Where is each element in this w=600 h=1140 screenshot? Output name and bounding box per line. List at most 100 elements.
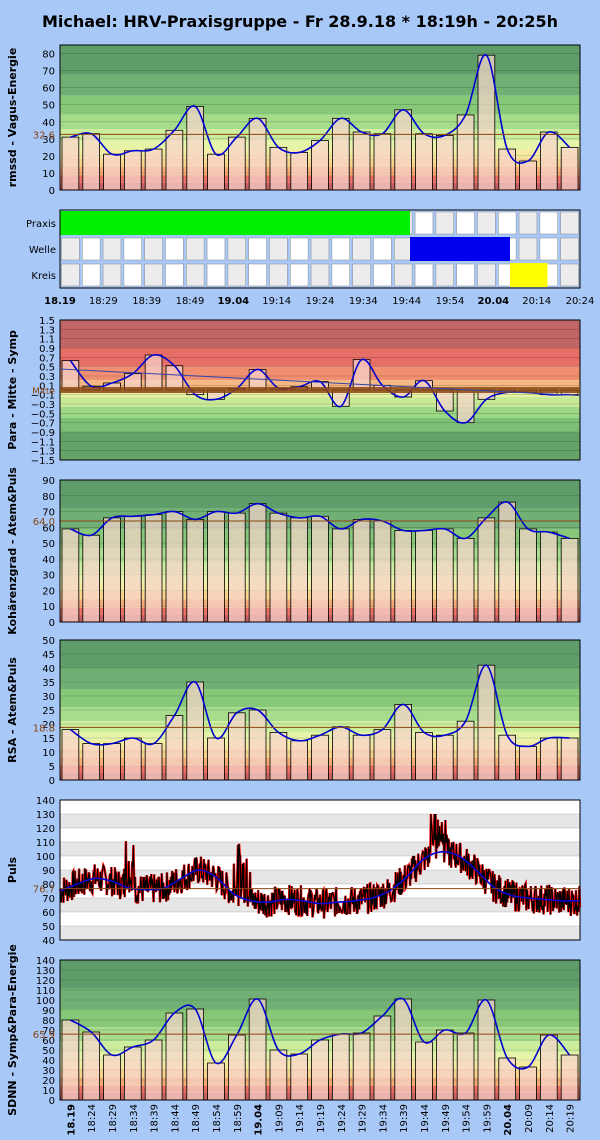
time-label: 18:54 xyxy=(212,1104,223,1133)
phase-cell xyxy=(373,263,392,287)
band xyxy=(60,320,580,348)
time-label: 19:14 xyxy=(295,1104,306,1133)
trend-curve xyxy=(69,664,570,748)
bar xyxy=(61,528,80,623)
time-label: 19:29 xyxy=(358,1104,369,1133)
band xyxy=(60,95,580,115)
phase-cell xyxy=(435,263,454,287)
reference-label: 76.7 xyxy=(33,885,55,896)
bar xyxy=(144,148,163,191)
reference-label: 64.0 xyxy=(33,517,55,528)
plot-frame xyxy=(59,44,581,191)
phase-cell xyxy=(352,263,371,287)
y-tick-label: 20 xyxy=(42,152,55,163)
time-label: 18:49 xyxy=(191,1104,202,1133)
band xyxy=(60,926,580,940)
chart-4: 0 5 10 15 20 25 30 35 40 45 50 18.8 RSA - Atem&Puls xyxy=(6,636,581,787)
bar xyxy=(207,1062,225,1101)
y-tick-label: 0.1 xyxy=(39,381,55,392)
bar xyxy=(456,1032,475,1101)
bar xyxy=(519,528,537,623)
chart-pulse: 40 50 60 70 80 90 100 110 120 130 140 76.7 Puls xyxy=(6,796,582,947)
bar xyxy=(82,743,101,781)
phase-cell xyxy=(331,237,350,261)
band xyxy=(60,988,580,1009)
phase-cell xyxy=(435,211,454,235)
band xyxy=(60,842,580,856)
y-tick-label: 80 xyxy=(42,492,55,503)
bar xyxy=(61,1019,80,1101)
phase-frame xyxy=(59,209,581,289)
y-axis-label: RSA - Atem&Puls xyxy=(6,657,19,763)
reference-label: 18.8 xyxy=(33,723,55,734)
chart-0: 0 10 20 30 40 50 60 70 80 32.6 rmssd - Vagus-Energ… xyxy=(6,44,581,197)
y-tick-label: 10 xyxy=(42,748,55,759)
time-label: 20:14 xyxy=(545,1104,556,1133)
y-tick-label: 60 xyxy=(42,1036,55,1047)
y-tick-label: 80 xyxy=(42,50,55,61)
y-tick-label: 70 xyxy=(42,67,55,78)
bar xyxy=(477,664,496,781)
time-label: 18:24 xyxy=(87,1104,98,1133)
time-label: 19:14 xyxy=(262,296,291,307)
phase-cell xyxy=(414,211,434,235)
y-tick-label: 35 xyxy=(42,678,55,689)
phase-cell xyxy=(186,263,205,287)
bar xyxy=(165,365,184,391)
phase-cell xyxy=(310,237,330,261)
bar xyxy=(103,153,121,191)
phase-cell xyxy=(518,237,538,261)
phase-cell xyxy=(518,211,538,235)
bar xyxy=(331,528,350,623)
phase-segment-kreis xyxy=(510,263,548,287)
bar xyxy=(269,146,288,191)
band xyxy=(60,390,580,397)
bar xyxy=(373,1015,392,1101)
band xyxy=(60,348,580,367)
phase-cell xyxy=(144,237,163,261)
y-tick-label: 130 xyxy=(36,966,55,977)
y-tick-label: 50 xyxy=(42,539,55,550)
y-axis-label: Puls xyxy=(6,856,19,883)
y-tick-label: 10 xyxy=(42,602,55,613)
y-tick-label: 1.3 xyxy=(39,325,55,336)
bar xyxy=(186,519,205,623)
y-axis-label: SDNN - Symp&Para-Energie xyxy=(6,944,19,1116)
bar xyxy=(269,512,288,623)
time-label: 20:14 xyxy=(522,296,551,307)
y-tick-label: 30 xyxy=(42,1066,55,1077)
band xyxy=(60,45,580,74)
bar xyxy=(435,135,454,191)
bar xyxy=(144,354,163,391)
phase-cell xyxy=(269,237,288,261)
y-tick-label: 50 xyxy=(42,636,55,647)
bar xyxy=(352,1032,371,1101)
phase-cell xyxy=(289,263,309,287)
phase-cell xyxy=(310,263,330,287)
y-axis-label: Kohärenzgrad - Atem&Puls xyxy=(6,467,19,635)
bar xyxy=(394,704,412,781)
phase-cell xyxy=(227,237,246,261)
time-label: 18:29 xyxy=(108,1104,119,1133)
phase-segment-praxis xyxy=(60,211,410,235)
y-tick-label: 40 xyxy=(42,664,55,675)
y-tick-label: 10 xyxy=(42,1086,55,1097)
time-label: 19:44 xyxy=(420,1104,431,1133)
y-tick-label: −1.5 xyxy=(31,456,55,467)
plot-frame xyxy=(59,799,581,941)
band xyxy=(60,960,580,988)
bar xyxy=(248,709,267,781)
bar xyxy=(477,517,496,623)
y-tick-label: 120 xyxy=(36,976,55,987)
bar xyxy=(435,528,454,623)
y-tick-label: −0.3 xyxy=(31,400,55,411)
time-label: 19:54 xyxy=(436,296,465,307)
y-tick-label: 100 xyxy=(36,996,55,1007)
bar xyxy=(165,511,184,623)
y-tick-label: 0.3 xyxy=(39,372,55,383)
y-tick-label: 45 xyxy=(42,650,55,661)
phase-cell xyxy=(539,211,559,235)
bar xyxy=(144,514,163,623)
bar xyxy=(519,1066,537,1101)
